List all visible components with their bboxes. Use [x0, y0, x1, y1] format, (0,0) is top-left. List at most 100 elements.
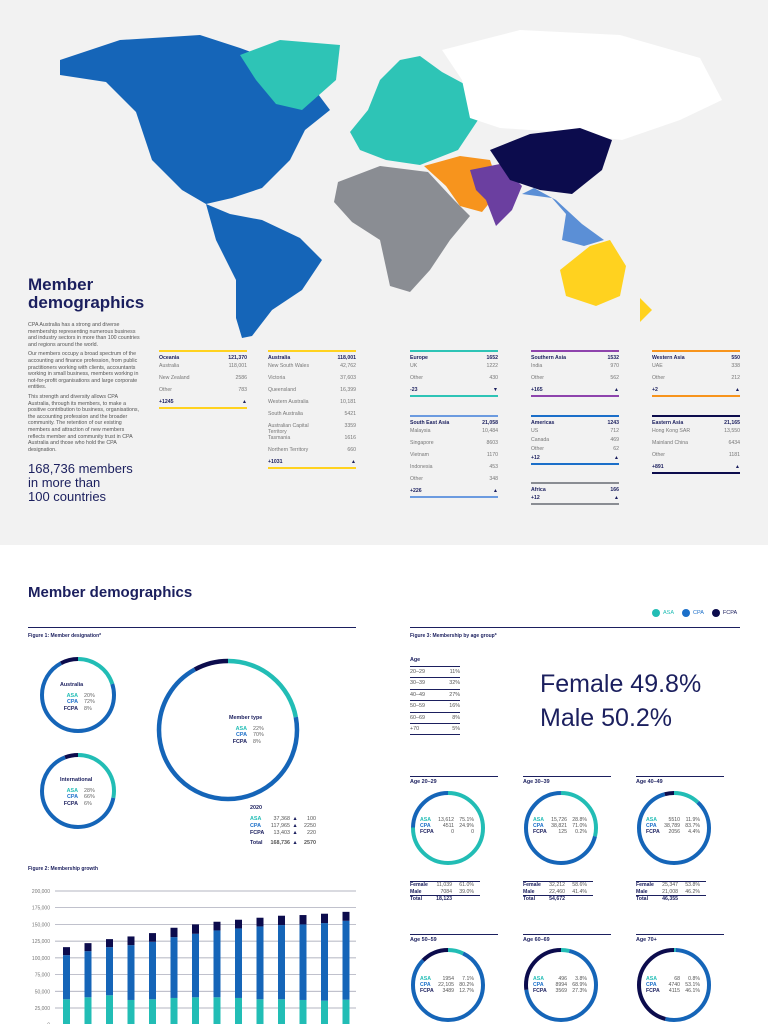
age-range: 30–39 — [410, 680, 425, 687]
row: ASA 496 3.8% — [533, 976, 587, 983]
bar-asa-12 — [321, 1000, 328, 1024]
age-group-title: Age 20–29 — [410, 776, 498, 785]
japan-region — [592, 138, 608, 172]
region-change: -23 ▼ — [410, 387, 498, 397]
region-row: New Zealand 2586 — [159, 375, 247, 387]
row-value: 37,603 — [340, 375, 356, 381]
south-east-asia-region — [522, 188, 604, 246]
change-value: +12 — [531, 455, 540, 461]
triangle-up-icon: ▲ — [613, 495, 619, 501]
region-table-europe: Europe 1652 UK 1222 Other 430 -23 ▼ — [410, 350, 498, 397]
region-header: Eastern Asia 21,165 — [652, 417, 740, 428]
v: 117,965 — [270, 822, 290, 829]
row-value: 430 — [489, 375, 498, 381]
age-range: 20–29 — [410, 669, 425, 675]
bar-asa-6 — [192, 997, 199, 1024]
k: FCPA — [63, 800, 78, 807]
pct: 12.7% — [459, 987, 474, 994]
region-name: Australia — [268, 355, 291, 361]
row-value: 1222 — [486, 363, 498, 369]
k: FCPA — [533, 987, 547, 994]
count: 68 — [674, 976, 680, 982]
region-total: 166 — [610, 487, 619, 493]
row-value: 5421 — [344, 411, 356, 417]
region-table-australia: Australia 118,001 New South Wales 42,762 Vic… — [268, 350, 356, 469]
age-group-breakdown: ASA 68 0.8% CPA 4740 53.1% FCPA 4115 46.1% — [646, 976, 700, 995]
region-change: +2 ▲ — [652, 387, 740, 397]
k: FCPA — [646, 987, 660, 994]
totals-row: FCPA 13,403 ▲ 220 — [250, 830, 316, 837]
row: FCPA 3489 12.7% — [420, 987, 474, 995]
row: Female 11,039 61.0% — [410, 882, 480, 889]
africa-region — [334, 166, 470, 292]
row-label: Other — [159, 387, 172, 393]
v: 20% — [84, 693, 95, 700]
y-tick-label: 150,000 — [32, 922, 50, 928]
row: CPA 38,821 71.0% — [533, 823, 587, 830]
australia-donut-segment-fcpa — [40, 657, 116, 733]
row-label: Canada — [531, 437, 550, 443]
triangle-up-icon: ▲ — [734, 464, 740, 470]
row: ASA 68 0.8% — [646, 976, 700, 983]
region-row: Malaysia 10,484 — [410, 428, 498, 440]
k: Male — [523, 888, 535, 895]
divider — [410, 627, 740, 628]
change-value: +2 — [652, 387, 658, 393]
v: 6% — [84, 800, 92, 807]
k: CPA — [420, 981, 431, 988]
region-header: Australia 118,001 — [268, 352, 356, 363]
k: Male — [636, 888, 648, 895]
totals-table: ASA 37,368 ▲ 100 CPA 117,965 ▲ 2250 FCPA 13,403 ▲ 2… — [250, 816, 316, 847]
bar-cpa-13 — [342, 920, 350, 1000]
row: Male 22,460 41.4% — [523, 889, 593, 896]
region-name: South East Asia — [410, 420, 450, 426]
legend-label: ASA — [663, 610, 675, 616]
bar-fcpa-12 — [321, 913, 328, 924]
region-table-western-asia: Western Asia 550 UAE 338 Other 212 +2 ▲ — [652, 350, 740, 397]
region-row: Vietnam 1170 — [410, 452, 498, 464]
triangle-up-icon: ▲ — [492, 488, 498, 494]
row-label: Australian Capital Territory — [268, 423, 309, 435]
row: ASA 20% — [60, 693, 95, 699]
row-label: Victoria — [268, 375, 286, 381]
bar-fcpa-9 — [256, 917, 264, 927]
pct: 7.1% — [462, 976, 474, 982]
bar-asa-8 — [235, 997, 242, 1024]
bar-fcpa-1 — [84, 943, 92, 952]
k: ASA — [646, 976, 657, 982]
bar-asa-13 — [342, 999, 350, 1024]
region-table-oceania: Oceania 121,370 Australia 118,001 New Zealan… — [159, 350, 247, 409]
k: Total — [410, 896, 423, 902]
row-value: 970 — [610, 363, 619, 369]
change-value: +1245 — [159, 399, 174, 405]
age-group-4: Age 60–69 ASA 496 3.8% CPA 8994 68.9% FCPA 3569 2… — [523, 934, 611, 993]
region-name: Southern Asia — [531, 355, 566, 361]
row: Male 21,008 46.2% — [636, 889, 706, 896]
change: 220 — [307, 829, 316, 836]
age-group-title: Age 60–69 — [523, 934, 611, 943]
row: FCPA 2056 4.4% — [646, 829, 700, 836]
row-label: India — [531, 363, 543, 369]
bar-asa-2 — [106, 995, 113, 1024]
row: FCPA 4115 46.1% — [646, 987, 700, 995]
bar-cpa-4 — [149, 941, 156, 1000]
region-row: Other 562 — [531, 375, 619, 387]
v: 66% — [84, 794, 95, 801]
row: CPA 8994 68.9% — [533, 982, 587, 989]
row-value: 118,001 — [228, 363, 247, 369]
age-donut-2-segment-cpa — [637, 791, 711, 865]
k: FCPA — [533, 828, 547, 835]
region-row: Hong Kong SAR 13,550 — [652, 428, 740, 440]
k: ASA — [420, 817, 431, 823]
triangle-up-icon: ▲ — [613, 387, 619, 393]
total-row: Total 18,123 — [410, 895, 480, 903]
y-tick-label: 200,000 — [32, 889, 50, 895]
region-total: 21,058 — [482, 420, 498, 426]
bar-asa-7 — [213, 997, 221, 1024]
age-row: 40–49 27% — [410, 688, 460, 700]
region-total: 1652 — [486, 355, 498, 361]
pct: 41.4% — [572, 888, 587, 895]
age-group-title: Age 50–59 — [410, 934, 498, 943]
k: ASA — [533, 817, 544, 823]
count: 3489 — [442, 987, 454, 994]
